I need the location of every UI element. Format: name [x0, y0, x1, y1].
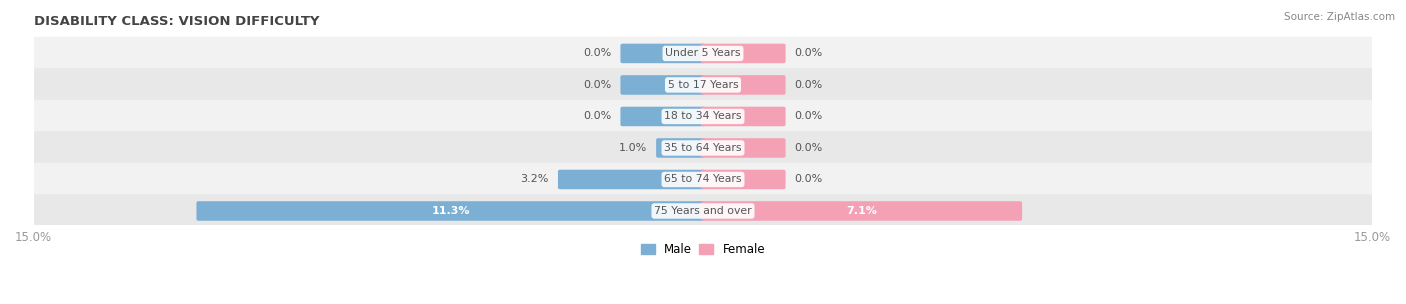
- Text: 0.0%: 0.0%: [794, 143, 823, 153]
- Text: 75 Years and over: 75 Years and over: [654, 206, 752, 216]
- FancyBboxPatch shape: [197, 201, 706, 221]
- Text: 0.0%: 0.0%: [794, 80, 823, 90]
- FancyBboxPatch shape: [620, 75, 706, 95]
- FancyBboxPatch shape: [620, 44, 706, 63]
- Text: 11.3%: 11.3%: [432, 206, 470, 216]
- FancyBboxPatch shape: [700, 44, 786, 63]
- Legend: Male, Female: Male, Female: [636, 238, 770, 261]
- Text: 0.0%: 0.0%: [794, 174, 823, 185]
- Text: 0.0%: 0.0%: [794, 48, 823, 58]
- FancyBboxPatch shape: [700, 138, 786, 158]
- Text: 5 to 17 Years: 5 to 17 Years: [668, 80, 738, 90]
- Text: 0.0%: 0.0%: [794, 112, 823, 122]
- FancyBboxPatch shape: [34, 37, 1372, 70]
- Text: 65 to 74 Years: 65 to 74 Years: [664, 174, 742, 185]
- FancyBboxPatch shape: [657, 138, 706, 158]
- FancyBboxPatch shape: [700, 201, 1022, 221]
- FancyBboxPatch shape: [700, 170, 786, 189]
- Text: 7.1%: 7.1%: [846, 206, 877, 216]
- FancyBboxPatch shape: [700, 75, 786, 95]
- Text: 0.0%: 0.0%: [583, 80, 612, 90]
- Text: DISABILITY CLASS: VISION DIFFICULTY: DISABILITY CLASS: VISION DIFFICULTY: [34, 15, 319, 28]
- Text: 18 to 34 Years: 18 to 34 Years: [664, 112, 742, 122]
- Text: Source: ZipAtlas.com: Source: ZipAtlas.com: [1284, 12, 1395, 22]
- FancyBboxPatch shape: [34, 131, 1372, 165]
- FancyBboxPatch shape: [34, 100, 1372, 133]
- FancyBboxPatch shape: [700, 107, 786, 126]
- Text: 3.2%: 3.2%: [520, 174, 548, 185]
- Text: 35 to 64 Years: 35 to 64 Years: [664, 143, 742, 153]
- Text: 1.0%: 1.0%: [619, 143, 647, 153]
- FancyBboxPatch shape: [34, 68, 1372, 102]
- FancyBboxPatch shape: [620, 107, 706, 126]
- FancyBboxPatch shape: [34, 163, 1372, 196]
- Text: Under 5 Years: Under 5 Years: [665, 48, 741, 58]
- Text: 0.0%: 0.0%: [583, 112, 612, 122]
- Text: 0.0%: 0.0%: [583, 48, 612, 58]
- FancyBboxPatch shape: [558, 170, 706, 189]
- FancyBboxPatch shape: [34, 194, 1372, 228]
